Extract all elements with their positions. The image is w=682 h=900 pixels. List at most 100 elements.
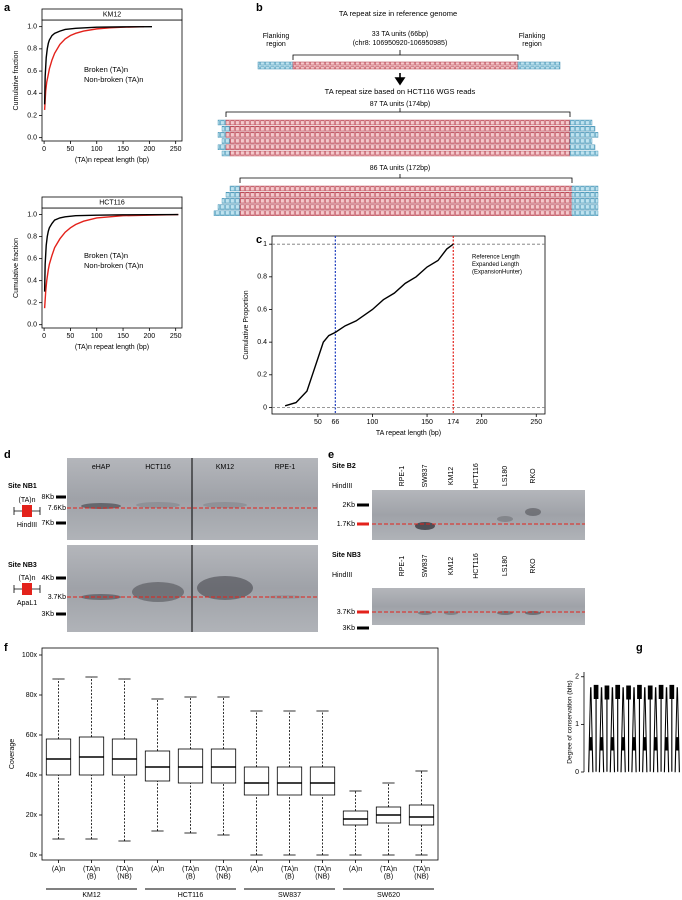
chart-title: HCT116 — [99, 199, 125, 206]
lane-label: LS180 — [502, 466, 509, 486]
read-repeat — [239, 204, 573, 210]
box — [177, 748, 204, 784]
read-repeat — [229, 150, 571, 157]
marker-bar — [56, 495, 66, 499]
read-repeat — [229, 125, 571, 132]
panel-label: d — [4, 449, 11, 461]
y-tick-label: 40x — [26, 772, 38, 779]
bracket — [292, 50, 519, 60]
read-flank — [229, 185, 241, 192]
read-flank — [569, 119, 593, 126]
y-tick-label: 0.6 — [27, 68, 37, 75]
read-flank — [569, 125, 596, 132]
data-line — [43, 213, 179, 309]
y-tick-label: 1.0 — [27, 24, 37, 31]
read-flank — [221, 125, 231, 132]
marker-bar — [56, 521, 66, 525]
x-tick-label: (B) — [384, 873, 393, 880]
y-tick-label: 0.8 — [257, 274, 267, 281]
x-tick-label: 100 — [91, 146, 103, 153]
y-axis-label: Coverage — [9, 739, 16, 769]
x-tick-label: (A)n — [52, 866, 65, 873]
data-line — [284, 243, 454, 407]
lane-label: HCT116 — [473, 553, 480, 579]
x-tick-label: (B) — [186, 873, 195, 880]
y-tick-label: 0.2 — [27, 300, 37, 307]
panel-label: b — [256, 2, 263, 14]
group-label: 86 TA units (172bp) — [370, 165, 430, 172]
x-tick-label: (A)n — [349, 866, 362, 873]
x-tick-label: 174 — [447, 419, 459, 426]
site-label: Site B2 — [332, 463, 356, 470]
x-tick-label: (TA)n — [83, 866, 100, 873]
blot-signal — [525, 611, 541, 615]
logo-letter: A — [653, 661, 659, 799]
read-repeat — [225, 144, 571, 151]
logo-letter: T — [669, 658, 674, 799]
y-axis-label: Cumulative Proportion — [243, 290, 250, 359]
x-tick-label: (A)n — [151, 866, 164, 873]
read-repeat — [239, 185, 573, 192]
y-tick-label: 0.0 — [27, 322, 37, 329]
y-tick-label: 0 — [263, 404, 267, 411]
marker-label: 3Kb — [343, 625, 356, 632]
logo-letter: T — [637, 658, 642, 799]
y-tick-label: 2 — [575, 674, 579, 681]
blot — [372, 588, 585, 625]
y-tick-label: 0.6 — [257, 306, 267, 313]
x-tick-label: (B) — [87, 873, 96, 880]
site-label: Site NB3 — [332, 552, 361, 559]
y-axis-label: Degree of conservation (bits) — [567, 680, 574, 763]
box — [45, 738, 72, 776]
lane-label: SW837 — [422, 464, 429, 487]
marker-bar — [56, 612, 66, 616]
y-axis-label: Cumulative fraction — [13, 50, 20, 110]
read-flank — [569, 144, 596, 151]
blot-signal — [497, 516, 513, 522]
panel-label: c — [256, 234, 262, 246]
read-repeat — [239, 191, 573, 198]
site-label: Site NB1 — [8, 483, 37, 490]
box — [111, 738, 138, 776]
y-tick-label: 100x — [22, 652, 38, 659]
read-flank — [217, 204, 241, 210]
y-tick-label: 0.0 — [27, 135, 37, 142]
group-label: HCT116 — [178, 892, 204, 899]
data-line — [43, 213, 179, 292]
box — [342, 810, 369, 826]
bracket — [225, 108, 571, 117]
read-flank — [217, 132, 227, 138]
blot — [372, 490, 585, 540]
logo-letter: A — [588, 661, 594, 799]
read-repeat — [229, 138, 571, 144]
arrow — [394, 73, 406, 86]
y-tick-label: 80x — [26, 692, 38, 699]
plot-frame — [271, 235, 546, 415]
blot-signal — [203, 502, 247, 508]
read-flank — [221, 138, 231, 144]
marker-bar — [357, 522, 369, 526]
x-tick-label: (NB) — [315, 873, 329, 880]
logo-letter: A — [620, 661, 626, 799]
x-tick-label: 0 — [42, 333, 46, 340]
read-flank — [571, 185, 599, 192]
read-repeat — [225, 119, 571, 126]
blot-signal — [132, 582, 184, 602]
marker-bar — [56, 576, 66, 580]
box — [144, 750, 171, 782]
marker-bar — [357, 503, 369, 507]
lane-label: SW837 — [422, 554, 429, 577]
x-tick-label: (NB) — [414, 873, 428, 880]
x-tick-label: 50 — [314, 419, 322, 426]
y-tick-label: 0.8 — [27, 233, 37, 240]
box — [78, 736, 105, 776]
y-tick-label: 0 — [575, 769, 579, 776]
y-tick-label: 0.4 — [27, 278, 37, 285]
repeat-box — [22, 505, 32, 517]
data-line — [43, 25, 145, 110]
lane-label: LS180 — [502, 556, 509, 576]
x-tick-label: 66 — [331, 419, 339, 426]
y-tick-label: 0x — [30, 852, 38, 859]
read-flank — [571, 210, 599, 217]
repeat-segment — [292, 61, 519, 70]
